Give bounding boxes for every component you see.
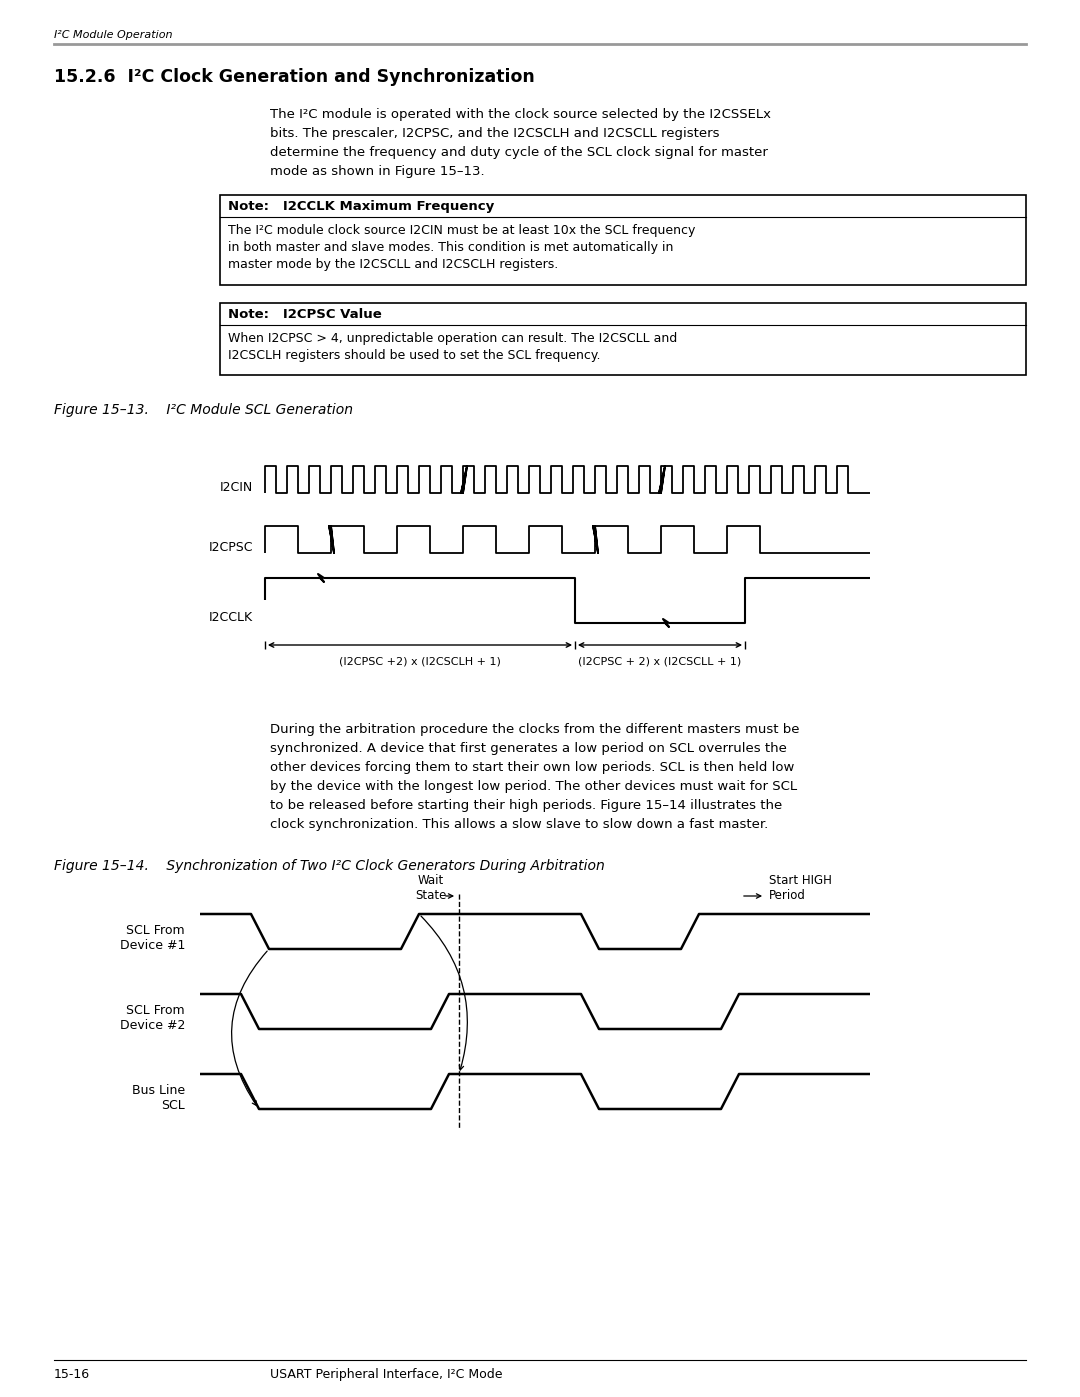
Text: The I²C module is operated with the clock source selected by the I2CSSELx: The I²C module is operated with the cloc… bbox=[270, 108, 771, 122]
Text: SCL From
Device #1: SCL From Device #1 bbox=[120, 923, 185, 951]
Text: clock synchronization. This allows a slow slave to slow down a fast master.: clock synchronization. This allows a slo… bbox=[270, 819, 768, 831]
Text: During the arbitration procedure the clocks from the different masters must be: During the arbitration procedure the clo… bbox=[270, 724, 799, 736]
Text: Note:   I2CCLK Maximum Frequency: Note: I2CCLK Maximum Frequency bbox=[228, 200, 495, 212]
Bar bbox=[220, 196, 1026, 285]
Text: mode as shown in Figure 15–13.: mode as shown in Figure 15–13. bbox=[270, 165, 485, 177]
Text: (I2CPSC +2) x (I2CSCLH + 1): (I2CPSC +2) x (I2CSCLH + 1) bbox=[339, 657, 501, 666]
Text: 15-16: 15-16 bbox=[54, 1368, 90, 1382]
Text: synchronized. A device that first generates a low period on SCL overrules the: synchronized. A device that first genera… bbox=[270, 742, 787, 754]
Text: other devices forcing them to start their own low periods. SCL is then held low: other devices forcing them to start thei… bbox=[270, 761, 795, 774]
Text: Bus Line
SCL: Bus Line SCL bbox=[132, 1084, 185, 1112]
Text: I2CPSC: I2CPSC bbox=[208, 541, 253, 555]
Text: to be released before starting their high periods. Figure 15–14 illustrates the: to be released before starting their hig… bbox=[270, 799, 782, 812]
FancyArrowPatch shape bbox=[421, 916, 468, 1070]
Text: determine the frequency and duty cycle of the SCL clock signal for master: determine the frequency and duty cycle o… bbox=[270, 147, 768, 159]
Text: The I²C module clock source I2CIN must be at least 10x the SCL frequency: The I²C module clock source I2CIN must b… bbox=[228, 224, 696, 237]
Text: When I2CPSC > 4, unpredictable operation can result. The I2CSCLL and: When I2CPSC > 4, unpredictable operation… bbox=[228, 332, 677, 345]
Bar bbox=[220, 303, 1026, 374]
Text: Figure 15–13.    I²C Module SCL Generation: Figure 15–13. I²C Module SCL Generation bbox=[54, 402, 353, 416]
Text: Start HIGH
Period: Start HIGH Period bbox=[769, 875, 832, 902]
Text: I²C Module Operation: I²C Module Operation bbox=[54, 29, 173, 41]
Text: Wait
State: Wait State bbox=[416, 875, 447, 902]
Text: SCL From
Device #2: SCL From Device #2 bbox=[120, 1004, 185, 1032]
Text: (I2CPSC + 2) x (I2CSCLL + 1): (I2CPSC + 2) x (I2CSCLL + 1) bbox=[579, 657, 742, 666]
Text: 15.2.6  I²C Clock Generation and Synchronization: 15.2.6 I²C Clock Generation and Synchron… bbox=[54, 68, 535, 87]
Text: master mode by the I2CSCLL and I2CSCLH registers.: master mode by the I2CSCLL and I2CSCLH r… bbox=[228, 258, 558, 271]
Text: I2CCLK: I2CCLK bbox=[208, 610, 253, 624]
FancyArrowPatch shape bbox=[231, 951, 267, 1105]
Text: Figure 15–14.    Synchronization of Two I²C Clock Generators During Arbitration: Figure 15–14. Synchronization of Two I²C… bbox=[54, 859, 605, 873]
Text: I2CIN: I2CIN bbox=[219, 481, 253, 495]
Text: in both master and slave modes. This condition is met automatically in: in both master and slave modes. This con… bbox=[228, 242, 673, 254]
Text: I2CSCLH registers should be used to set the SCL frequency.: I2CSCLH registers should be used to set … bbox=[228, 349, 600, 362]
Text: by the device with the longest low period. The other devices must wait for SCL: by the device with the longest low perio… bbox=[270, 780, 797, 793]
Text: USART Peripheral Interface, I²C Mode: USART Peripheral Interface, I²C Mode bbox=[270, 1368, 502, 1382]
Text: Note:   I2CPSC Value: Note: I2CPSC Value bbox=[228, 307, 381, 321]
Text: bits. The prescaler, I2CPSC, and the I2CSCLH and I2CSCLL registers: bits. The prescaler, I2CPSC, and the I2C… bbox=[270, 127, 719, 140]
